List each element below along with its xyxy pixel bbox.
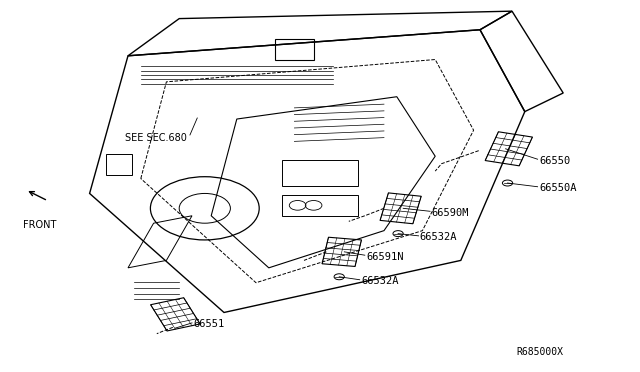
Text: 66532A: 66532A [361, 276, 399, 286]
Text: 66550: 66550 [539, 156, 570, 166]
Text: 66591N: 66591N [366, 252, 404, 262]
Text: R685000X: R685000X [516, 347, 563, 357]
Text: 66532A: 66532A [420, 232, 458, 242]
Text: 66550A: 66550A [539, 183, 577, 193]
Text: 66590M: 66590M [431, 208, 469, 218]
Text: SEE SEC.680: SEE SEC.680 [125, 133, 187, 142]
Text: 66551: 66551 [193, 320, 225, 329]
Text: FRONT: FRONT [23, 220, 56, 230]
